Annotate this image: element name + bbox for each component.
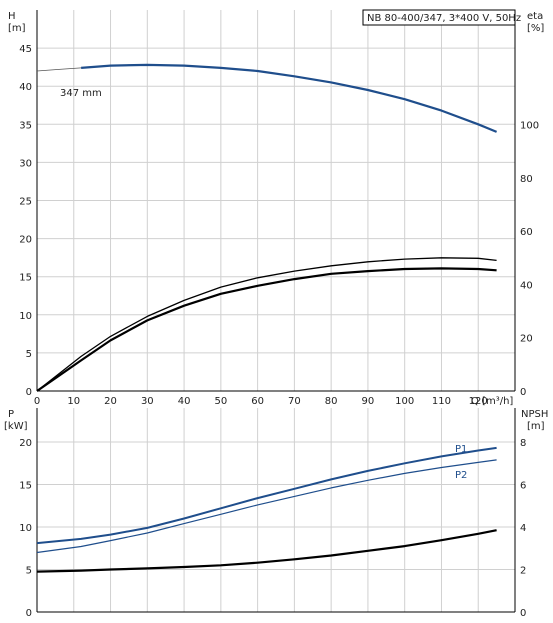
- x-tick-label-0: 0: [34, 396, 40, 407]
- power-tick-label-0: 0: [26, 608, 32, 619]
- upper-series-head-line: [81, 63, 498, 133]
- x-tick-label-10: 10: [67, 396, 80, 407]
- npsh-tick-label-6: 6: [520, 481, 526, 492]
- x-tick-label-70: 70: [288, 396, 301, 407]
- eta-tick-label-80: 80: [520, 174, 533, 185]
- x-tick-label-30: 30: [141, 396, 154, 407]
- head-tick-label-5: 5: [26, 349, 32, 360]
- x-tick-label-50: 50: [214, 396, 227, 407]
- npsh-tick-label-8: 8: [520, 438, 526, 449]
- lower-series-P2-line: [36, 459, 497, 554]
- upper-series-efficiency-lower-line: [36, 267, 497, 392]
- impeller-diameter-label: 347 mm: [60, 88, 102, 99]
- npsh-axis-label-1: NPSH: [521, 409, 548, 420]
- series-layer: [36, 63, 498, 573]
- x-tick-label-60: 60: [251, 396, 264, 407]
- eta-tick-label-0: 0: [520, 387, 526, 398]
- power-tick-label-10: 10: [19, 523, 32, 534]
- lower-series-npsh-line: [36, 529, 497, 573]
- power-axis-label-2: [kW]: [4, 421, 28, 432]
- x-tick-label-40: 40: [178, 396, 191, 407]
- x-tick-label-80: 80: [325, 396, 338, 407]
- eta-tick-label-60: 60: [520, 227, 533, 238]
- head-tick-label-10: 10: [19, 311, 32, 322]
- eta-axis-label-2: [%]: [527, 23, 544, 34]
- eta-tick-label-20: 20: [520, 334, 533, 345]
- npsh-tick-label-0: 0: [520, 608, 526, 619]
- series-label-p2: P2: [455, 470, 467, 481]
- head-axis-label-2: [m]: [8, 23, 26, 34]
- head-tick-label-20: 20: [19, 235, 32, 246]
- flow-axis-label: Q [m³/h]: [471, 396, 513, 407]
- head-tick-label-35: 35: [19, 120, 32, 131]
- eta-axis-label-1: eta: [527, 11, 543, 22]
- head-tick-label-40: 40: [19, 82, 32, 93]
- eta-tick-label-100: 100: [520, 121, 539, 132]
- npsh-axis-label-2: [m]: [527, 421, 545, 432]
- head-tick-label-25: 25: [19, 197, 32, 208]
- eta-tick-label-40: 40: [520, 280, 533, 291]
- chart-title-box: [362, 9, 516, 26]
- head-tick-label-15: 15: [19, 273, 32, 284]
- power-tick-label-5: 5: [26, 566, 32, 577]
- power-tick-label-15: 15: [19, 481, 32, 492]
- x-tick-label-120: 120: [469, 396, 488, 407]
- upper-grid: [37, 10, 516, 391]
- lower-grid: [37, 408, 515, 612]
- chart-title: NB 80-400/347, 3*400 V, 50Hz: [367, 13, 521, 24]
- power-tick-label-20: 20: [19, 438, 32, 449]
- series-label-p1: P1: [455, 444, 467, 455]
- head-axis-label-1: H: [8, 11, 16, 22]
- lower-series-P1-line: [36, 446, 497, 545]
- x-tick-label-20: 20: [104, 396, 117, 407]
- head-tick-label-0: 0: [26, 387, 32, 398]
- npsh-tick-label-2: 2: [520, 566, 526, 577]
- x-tick-label-90: 90: [362, 396, 375, 407]
- head-tick-label-45: 45: [19, 44, 32, 55]
- head-tick-label-30: 30: [19, 158, 32, 169]
- power-axis-label-1: P: [8, 409, 14, 420]
- x-tick-label-110: 110: [432, 396, 451, 407]
- x-tick-label-100: 100: [395, 396, 414, 407]
- npsh-tick-label-4: 4: [520, 523, 526, 534]
- upper-series-head-extension-line: [36, 67, 82, 72]
- upper-series-efficiency-upper-line: [36, 257, 497, 392]
